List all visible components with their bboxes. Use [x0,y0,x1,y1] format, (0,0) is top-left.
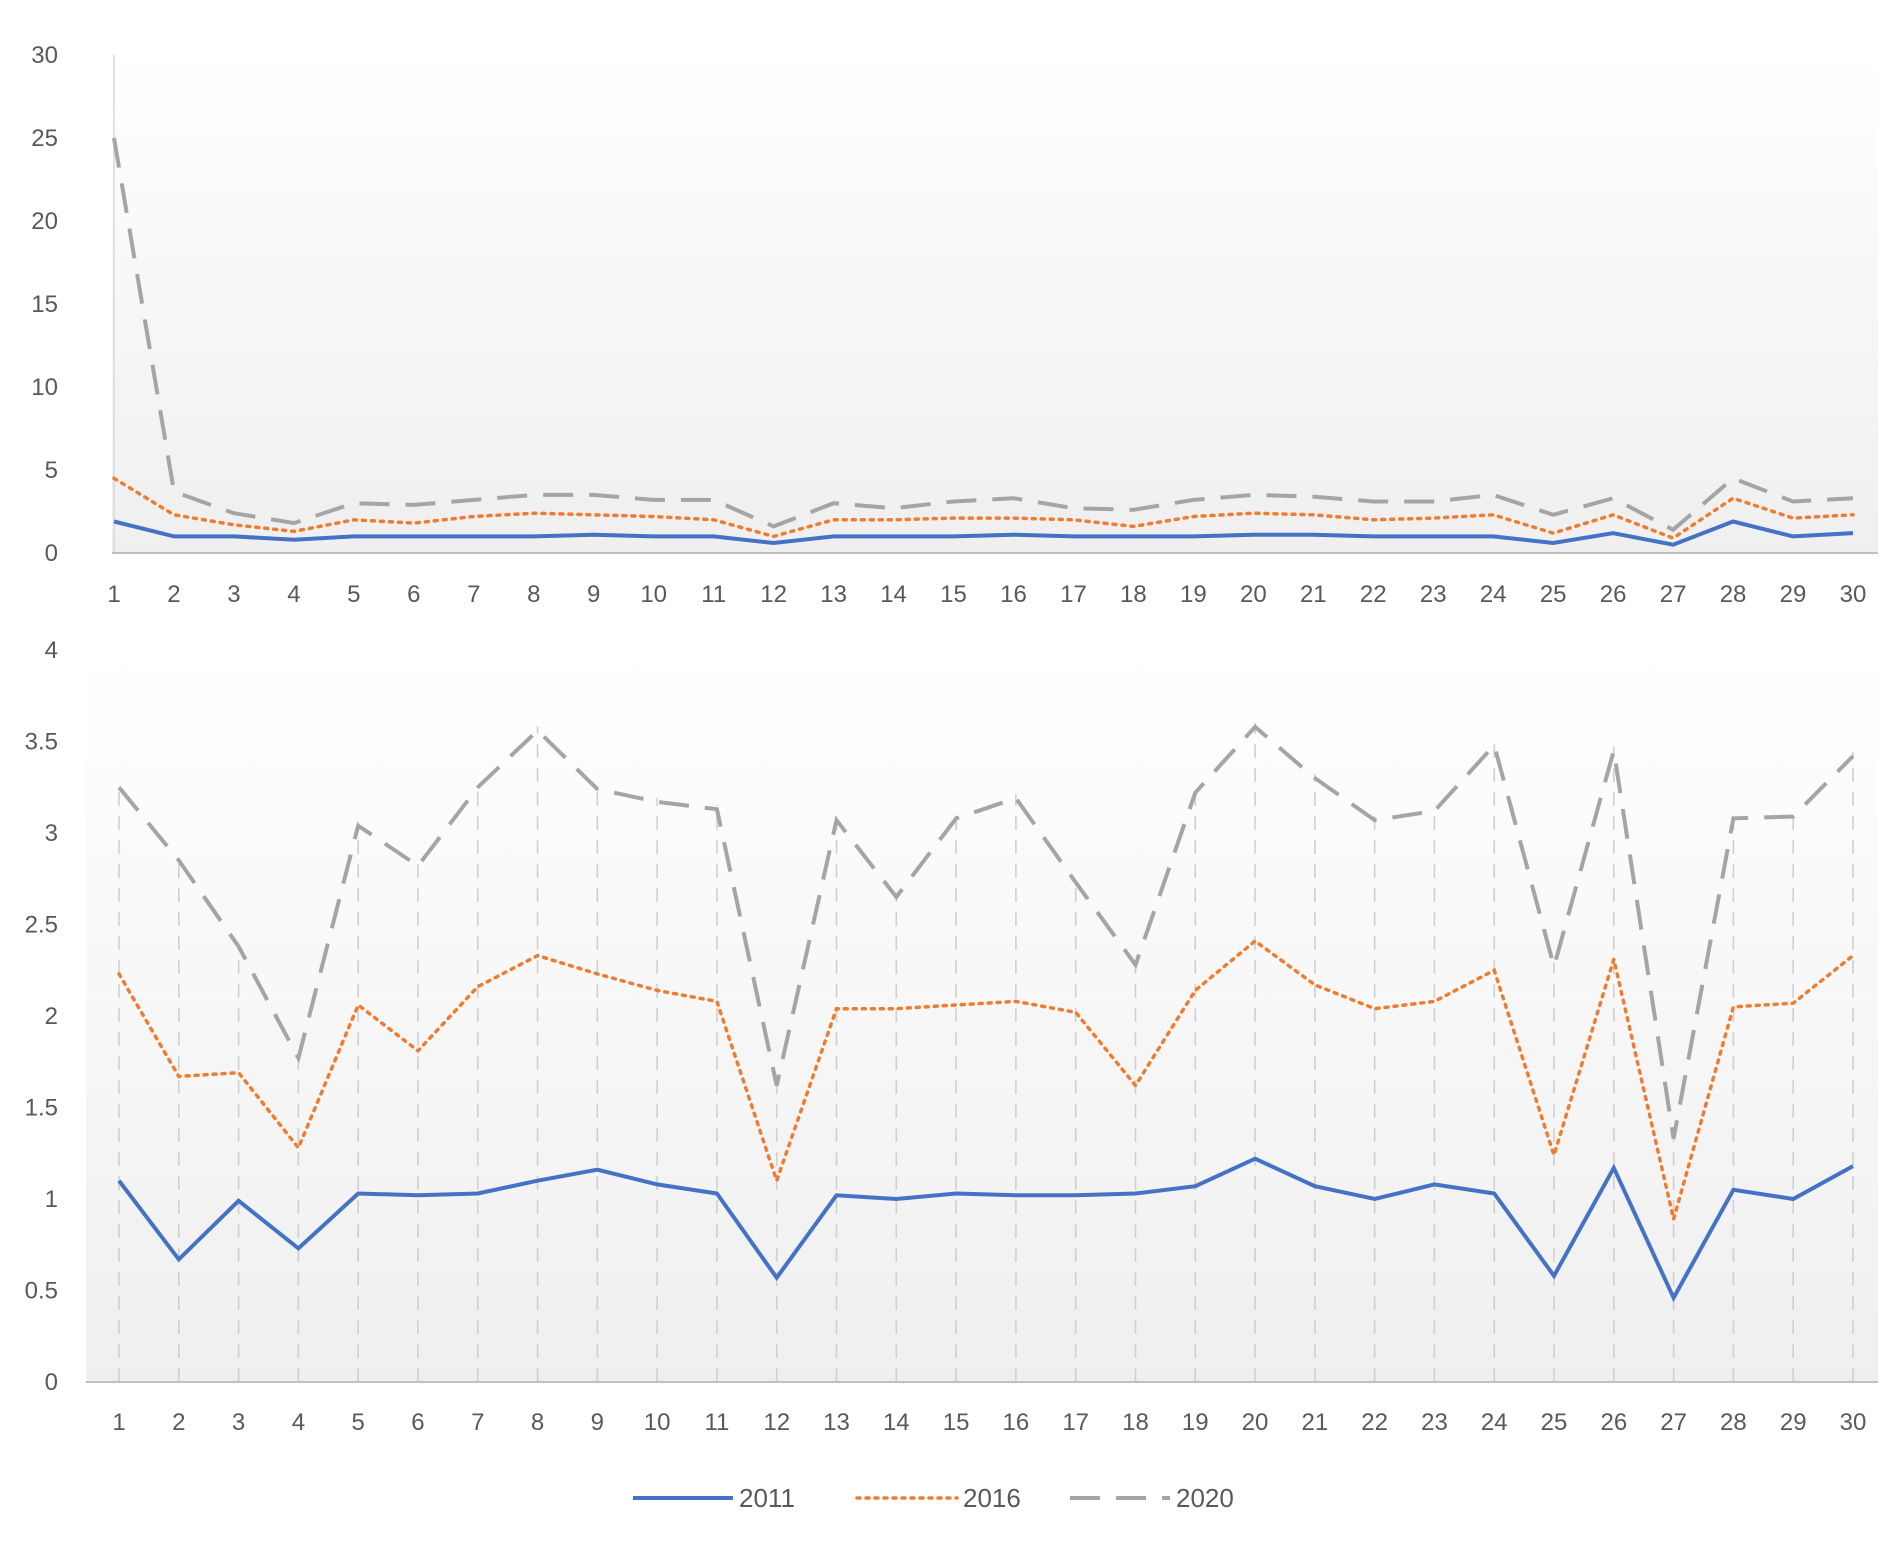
series-line-2020 [117,724,1855,1139]
x-tick-label: 27 [1660,1409,1687,1436]
x-tick-label: 11 [701,581,726,608]
x-tick-label: 15 [940,581,967,608]
x-tick-label: 19 [1180,581,1207,608]
x-tick-label: 23 [1420,581,1447,608]
x-tick-label: 5 [347,581,360,608]
x-tick-label: 27 [1660,581,1687,608]
x-tick-label: 13 [823,1409,850,1436]
legend-label-2020: 2020 [1176,1483,1234,1513]
x-tick-label: 11 [704,1409,729,1436]
x-tick-label: 20 [1240,581,1267,608]
x-tick-label: 21 [1300,581,1327,608]
x-tick-label: 24 [1480,581,1507,608]
x-tick-label: 22 [1360,581,1387,608]
x-tick-label: 26 [1600,581,1627,608]
x-tick-label: 7 [471,1409,484,1436]
bottom-chart: 00.511.522.533.54 1 2 3 4 5 6 7 8 9 10 11 12 13 14 15 1… [25,637,1878,1436]
legend-label-2011: 2011 [739,1483,795,1513]
x-tick-label: 26 [1600,1409,1627,1436]
top-plot-background [112,55,1878,553]
x-tick-label: 6 [407,581,420,608]
x-tick-label: 12 [760,581,787,608]
series-line-2020 [112,137,1854,533]
x-tick-label: 16 [1003,1409,1030,1436]
legend-label-2016: 2016 [963,1483,1021,1513]
y-tick-label: 3 [45,820,58,847]
series-line-2016 [117,938,1855,1220]
x-tick-label: 17 [1062,1409,1089,1436]
x-tick-label: 13 [820,581,847,608]
x-tick-label: 28 [1720,1409,1747,1436]
x-tick-label: 8 [527,581,540,608]
x-tick-label: 23 [1421,1409,1448,1436]
x-tick-label: 15 [943,1409,970,1436]
x-tick-label: 10 [644,1409,671,1436]
y-tick-label: 0 [45,1369,58,1396]
y-tick-label: 0.5 [25,1278,58,1305]
y-tick-label: 1 [45,1186,58,1213]
x-tick-label: 7 [467,581,480,608]
x-tick-label: 3 [232,1409,245,1436]
x-tick-label: 9 [587,581,600,608]
series-line-2011 [117,1156,1854,1303]
x-tick-label: 2 [167,581,180,608]
y-tick-label: 2.5 [25,912,58,939]
x-tick-label: 18 [1122,1409,1149,1436]
y-tick-label: 30 [31,42,58,69]
y-tick-label: 1.5 [25,1095,58,1122]
x-tick-label: 14 [880,581,907,608]
x-tick-label: 20 [1242,1409,1269,1436]
bottom-plot-background [86,650,1878,1382]
x-tick-label: 5 [351,1409,364,1436]
x-tick-label: 19 [1182,1409,1209,1436]
x-tick-label: 17 [1060,581,1087,608]
x-tick-label: 12 [763,1409,790,1436]
series-line-2011 [113,519,1854,547]
x-tick-label: 28 [1720,581,1747,608]
x-tick-label: 24 [1481,1409,1508,1436]
x-tick-label: 1 [107,581,120,608]
x-tick-label: 30 [1840,581,1867,608]
x-tick-label: 8 [531,1409,544,1436]
y-tick-label: 25 [31,125,58,152]
chart-legend: 2011 2016 2020 [633,1483,1234,1513]
x-tick-label: 10 [640,581,667,608]
x-tick-label: 29 [1780,581,1807,608]
x-tick-label: 1 [112,1409,125,1436]
x-tick-label: 21 [1302,1409,1329,1436]
y-tick-label: 15 [31,291,58,318]
x-tick-label: 2 [172,1409,185,1436]
y-tick-label: 4 [45,637,58,664]
x-tick-label: 18 [1120,581,1147,608]
x-tick-label: 4 [287,581,300,608]
y-tick-label: 0 [45,540,58,567]
x-tick-label: 29 [1780,1409,1807,1436]
y-tick-label: 5 [45,457,58,484]
y-tick-label: 20 [31,208,58,235]
x-tick-label: 16 [1000,581,1027,608]
x-tick-label: 6 [411,1409,424,1436]
x-tick-label: 9 [591,1409,604,1436]
x-tick-label: 3 [227,581,240,608]
series-line-2016 [112,476,1855,541]
x-tick-label: 30 [1840,1409,1867,1436]
y-tick-label: 10 [31,374,58,401]
x-tick-label: 25 [1540,581,1567,608]
x-tick-label: 14 [883,1409,910,1436]
y-tick-label: 3.5 [25,729,58,756]
x-tick-label: 25 [1541,1409,1568,1436]
x-tick-label: 4 [292,1409,305,1436]
y-tick-label: 2 [45,1003,58,1030]
x-tick-label: 22 [1361,1409,1388,1436]
